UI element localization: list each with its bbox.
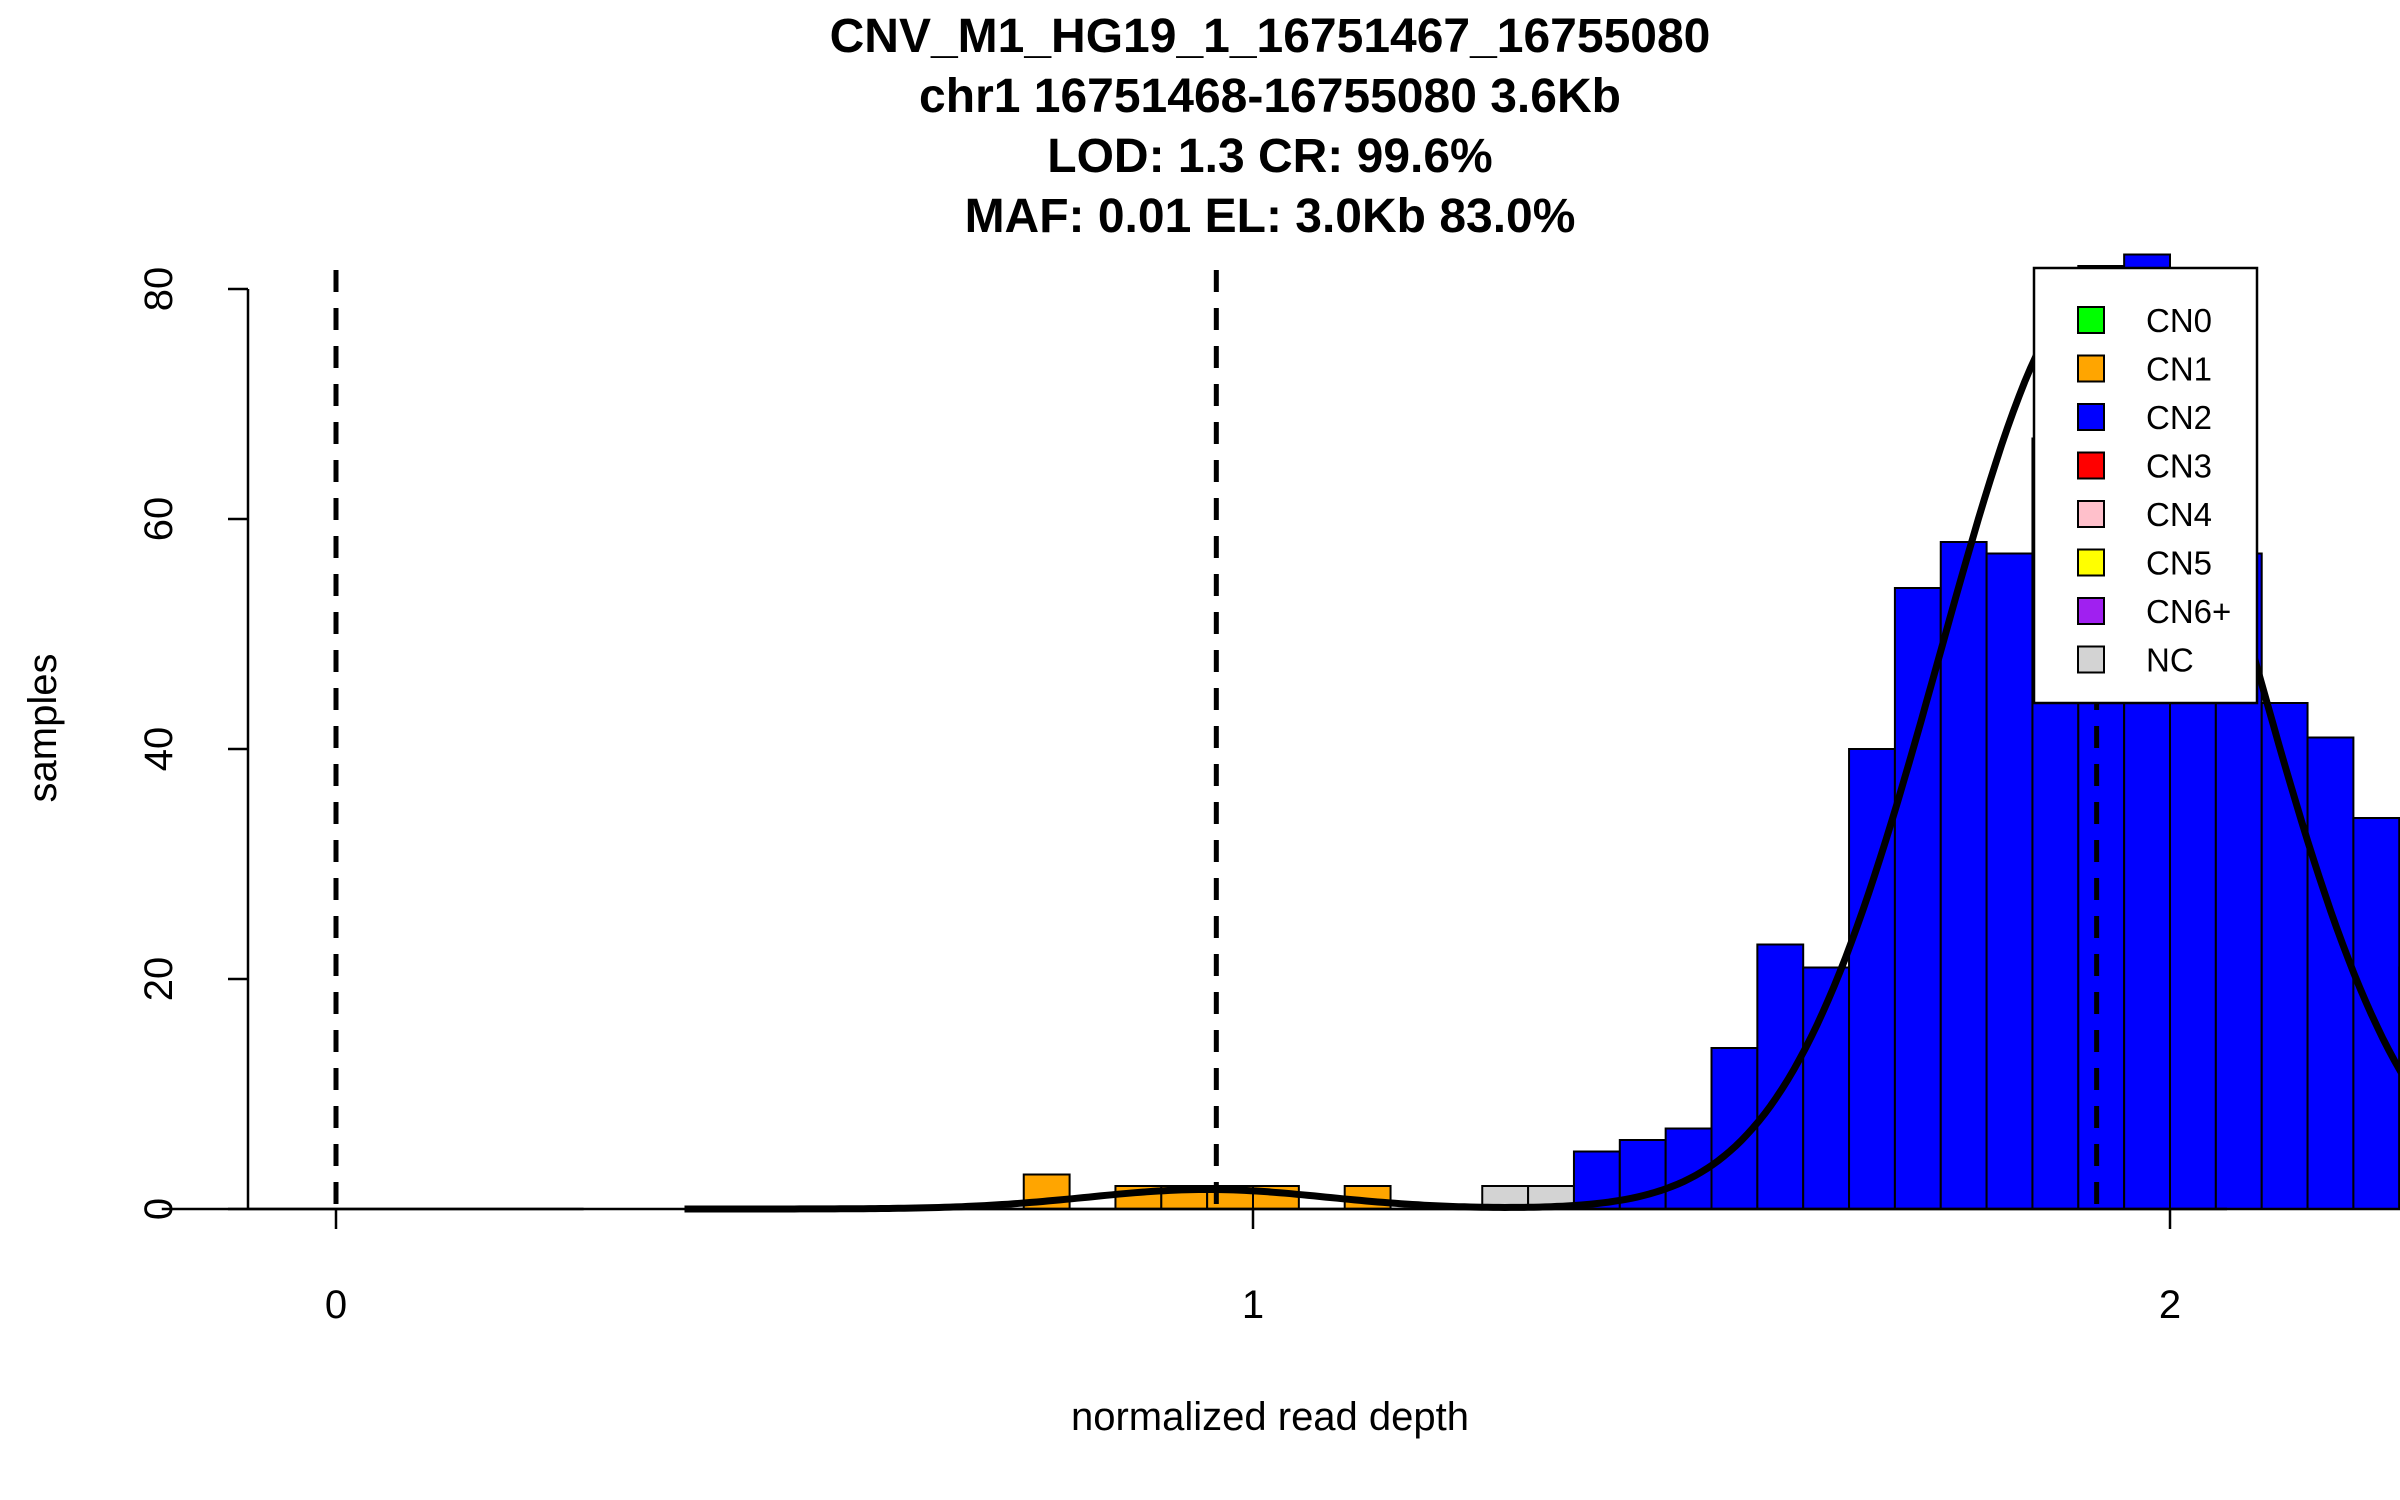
y-tick-label: 40 [137,727,181,772]
legend-swatch [2077,451,2105,480]
legend-label: CN5 [2146,545,2212,582]
legend-label: CN2 [2146,399,2212,436]
chart-title-line-4: MAF: 0.01 EL: 3.0Kb 83.0% [965,190,1576,243]
y-tick-label: 60 [137,497,181,542]
histogram-bar [1848,748,1896,1210]
x-tick-label: 1 [1242,1283,1264,1327]
legend-label: CN0 [2146,302,2212,339]
chart-title-line-3: LOD: 1.3 CR: 99.6% [1047,130,1492,183]
histogram-bar [1939,541,1988,1210]
legend-swatch [2077,306,2105,334]
histogram-bar [1756,943,1805,1210]
legend-label: CN4 [2146,496,2212,533]
legend-box [2032,266,2259,705]
legend-swatch [2077,645,2105,674]
legend: CN0 CN1 CN2 CN3 CN4 CN5 CN6+ NC [2032,266,2259,705]
x-axis: 01234 [248,1207,2227,1327]
legend-swatch [2077,403,2105,431]
y-tick-label: 80 [137,267,181,312]
chart-title-line-1: CNV_M1_HG19_1_16751467_16755080 [830,10,1711,63]
legend-swatch [2077,500,2105,528]
y-axis: 0 20 40 60 80 [137,267,250,1220]
legend-label: CN3 [2146,448,2212,485]
legend-label: NC [2146,642,2194,679]
chart-title: CNV_M1_HG19_1_16751467_16755080 chr1 167… [830,10,1711,243]
legend-label: CN1 [2146,351,2212,388]
legend-swatch [2077,597,2105,625]
chart-title-line-2: chr1 16751468-16755080 3.6Kb [919,70,1621,123]
histogram-bar [2306,736,2355,1210]
fitted-density-curve [684,285,2400,1213]
y-tick-label: 20 [137,957,181,1002]
histogram-bar [2260,702,2309,1210]
legend-swatch [2077,548,2105,577]
legend-swatch [2077,354,2105,383]
x-tick-label: 2 [2159,1283,2181,1327]
histogram-bars [1022,253,2400,1210]
histogram-bar [1985,552,2034,1210]
x-tick-label: 0 [325,1283,347,1327]
y-tick-label: 0 [137,1198,181,1220]
x-axis-label: normalized read depth [1071,1395,1469,1439]
y-axis-label: samples [21,654,65,803]
legend-label: CN6+ [2146,593,2231,630]
histogram-bar [2352,817,2400,1210]
